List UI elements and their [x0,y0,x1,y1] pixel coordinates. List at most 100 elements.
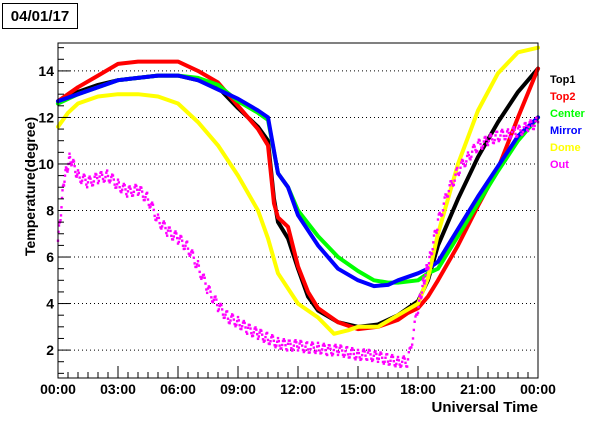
data-point [535,116,539,120]
data-point [515,134,519,138]
data-point [514,132,517,136]
data-point [416,311,420,315]
data-point [60,196,64,200]
data-point [407,350,411,354]
data-point [432,234,436,237]
data-point [509,137,512,140]
data-point [95,176,99,180]
data-point [184,244,187,247]
data-point [424,273,427,277]
data-point [356,348,360,352]
data-point [400,360,404,364]
data-point [344,349,347,353]
data-point [443,196,446,199]
data-point [396,355,400,359]
data-point [436,218,440,221]
data-point [454,173,457,176]
data-point [481,144,485,148]
data-point [74,170,77,174]
data-point [371,358,375,361]
data-point [87,176,91,180]
data-point [141,195,145,198]
data-point [504,137,507,141]
data-point [251,334,255,337]
data-point [71,160,74,163]
grid-lines [58,70,538,351]
data-point [322,342,326,346]
data-point [261,338,265,341]
series-top1 [56,66,540,329]
data-point [129,187,132,191]
data-point [269,340,272,343]
data-point [218,304,221,308]
data-point [164,226,167,230]
data-point [388,362,391,366]
series-dome [56,45,540,336]
data-point [417,305,420,309]
data-point [216,309,220,313]
data-point [138,188,141,192]
data-point [140,190,144,193]
data-point [370,359,374,363]
data-point [211,300,215,304]
data-point [192,256,196,259]
data-point [353,356,356,360]
data-point [317,344,321,348]
data-point [107,179,111,182]
data-point [111,174,115,177]
data-point [296,349,300,352]
data-point [68,155,72,159]
data-point [485,138,488,141]
data-point [490,138,494,141]
data-point [104,175,107,179]
data-point [241,321,245,324]
data-point [272,339,276,343]
series-top2 [56,59,540,332]
data-point [215,298,218,301]
data-point [490,134,493,137]
data-point [240,325,244,328]
data-point [101,177,105,181]
data-point [405,365,409,368]
data-point [150,202,153,206]
data-point [126,190,130,193]
data-point [59,218,62,222]
data-point [242,319,246,323]
x-tick-label: 00:00 [40,381,76,397]
data-point [153,214,156,218]
data-point [189,253,192,256]
data-point [522,126,526,129]
data-point [351,348,355,351]
data-point [303,349,306,352]
data-point [467,153,471,157]
data-point [243,321,246,325]
data-point [413,320,416,323]
data-point [180,239,184,242]
data-point [462,162,466,166]
data-point [253,327,256,330]
data-point [221,313,225,316]
data-point [370,357,373,360]
data-point [181,244,185,247]
data-point [301,348,305,352]
data-point [217,308,221,311]
data-point [320,348,324,351]
data-point [447,189,451,193]
data-point [364,354,367,357]
data-point [230,315,233,318]
data-point [510,130,514,134]
data-point [177,240,181,244]
data-point [411,337,415,340]
data-point [120,188,124,191]
data-point [195,263,199,266]
data-point [115,183,119,186]
data-point [297,346,301,349]
data-point [484,135,487,139]
data-point [391,355,395,359]
axes: 2 4 6 8 10 12 14 00:00 03:00 06:00 09:00 12:00 15:00… [38,47,556,397]
data-point [268,342,271,346]
data-point [365,358,369,361]
data-point [438,211,441,215]
data-point [460,161,463,164]
data-point [389,359,392,362]
